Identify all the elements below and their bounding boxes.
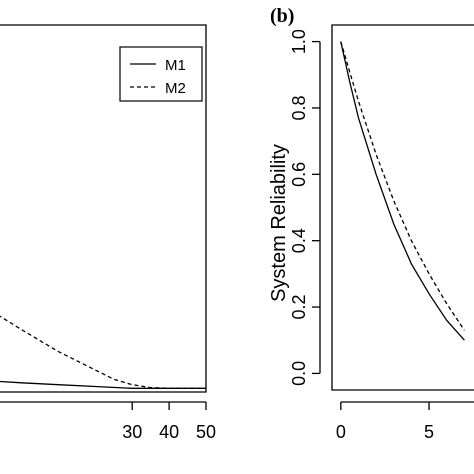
y-tick-label: 1.0 — [289, 29, 309, 54]
panel-b: (b) 0 5 0.0 0.2 0.4 0.6 0.8 1.0 System Reliabi… — [268, 5, 474, 442]
y-tick-label: 0.4 — [289, 228, 309, 253]
reliability-line-2 — [340, 41, 465, 331]
x-tick-label: 50 — [196, 422, 216, 442]
x-tick-label: 40 — [159, 422, 179, 442]
y-tick-label: 0.2 — [289, 295, 309, 320]
legend-label-m1: M1 — [165, 57, 186, 74]
panel-label: (b) — [270, 5, 294, 27]
x-tick-label: 5 — [424, 422, 434, 442]
y-tick-label: 0.6 — [289, 162, 309, 187]
x-tick-label: 30 — [122, 422, 142, 442]
panel-a: 30 40 50 M1 M2 — [0, 24, 216, 442]
panel-a-frame — [0, 24, 207, 393]
legend: M1 M2 — [119, 46, 203, 102]
panel-b-frame — [331, 24, 474, 391]
legend-box — [119, 46, 203, 102]
reliability-line-1 — [340, 41, 465, 341]
series-line-m2 — [0, 315, 206, 389]
y-tick-label: 0.0 — [289, 361, 309, 386]
x-tick-label: 0 — [336, 422, 346, 442]
legend-label-m2: M2 — [165, 80, 186, 97]
series-line-m1 — [0, 380, 206, 389]
y-tick-label: 0.8 — [289, 95, 309, 120]
y-axis-title: System Reliability — [268, 144, 290, 302]
